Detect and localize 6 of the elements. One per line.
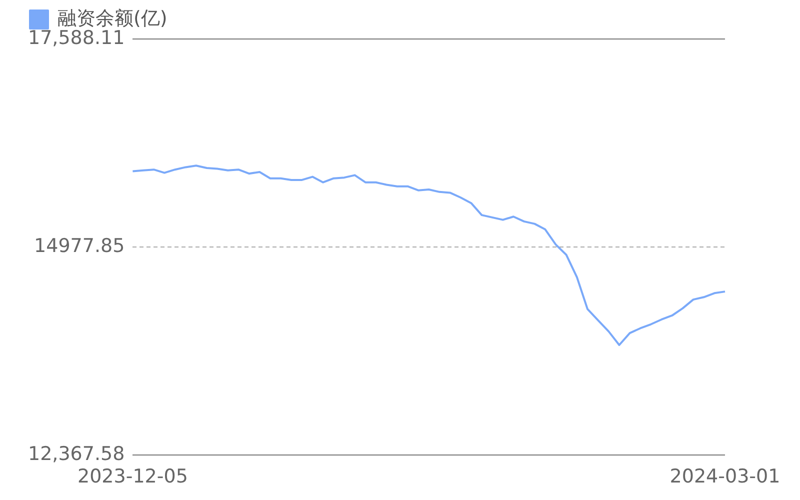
- y-tick-label: 14977.85: [34, 235, 125, 258]
- x-tick-label: 2024-03-01: [670, 466, 780, 488]
- legend-label: 融资余额(亿): [58, 7, 168, 30]
- y-tick-label: 12,367.58: [28, 443, 125, 466]
- y-tick-label: 17,588.11: [28, 26, 125, 49]
- x-tick-label: 2023-12-05: [77, 466, 188, 488]
